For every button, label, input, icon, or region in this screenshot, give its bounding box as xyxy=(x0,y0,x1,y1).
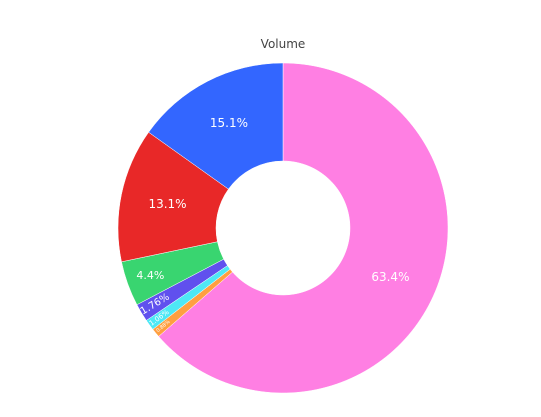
slice-label-5: 13.1% xyxy=(148,197,186,211)
chart-title: Volume xyxy=(261,37,306,51)
slice-6 xyxy=(148,62,284,190)
slice-label-0: 63.4% xyxy=(371,270,409,284)
slices-group xyxy=(117,62,449,394)
slice-label-4: 4.4% xyxy=(136,269,164,282)
slice-0 xyxy=(158,62,449,394)
slice-label-6: 15.1% xyxy=(210,116,248,130)
